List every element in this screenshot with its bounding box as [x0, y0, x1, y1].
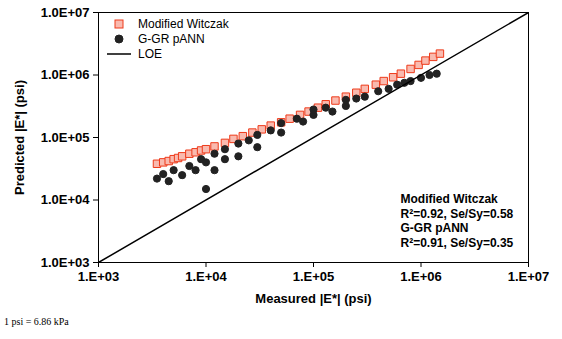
svg-text:Measured |E*| (psi): Measured |E*| (psi)	[255, 291, 371, 306]
svg-text:1.0E+05: 1.0E+05	[41, 130, 90, 145]
html-text:G-GR pANN: G-GR pANN	[138, 31, 205, 46]
svg-text:Modified WitczakR²=0.92, Se/Sy: Modified WitczakR²=0.92, Se/Sy=0.58G-GR …	[401, 192, 514, 249]
svg-text:1.0E+06: 1.0E+06	[41, 67, 90, 82]
svg-text:1.E+05: 1.E+05	[293, 269, 335, 284]
html-text:LOE: LOE	[138, 46, 162, 61]
svg-text:1.E+04: 1.E+04	[185, 269, 227, 284]
html-text:Modified Witczak: Modified Witczak	[138, 16, 229, 31]
svg-text:1.E+07: 1.E+07	[508, 269, 550, 284]
svg-text:1.E+06: 1.E+06	[400, 269, 442, 284]
svg-text:Predicted |E*| (psi): Predicted |E*| (psi)	[12, 80, 27, 195]
svg-text:1.0E+03: 1.0E+03	[41, 255, 90, 270]
svg-text:1.0E+04: 1.0E+04	[41, 192, 91, 207]
html-text:1 psi = 6.86 kPa: 1 psi = 6.86 kPa	[4, 316, 69, 327]
svg-text:1.E+03: 1.E+03	[78, 269, 120, 284]
svg-text:1.0E+07: 1.0E+07	[41, 5, 90, 20]
